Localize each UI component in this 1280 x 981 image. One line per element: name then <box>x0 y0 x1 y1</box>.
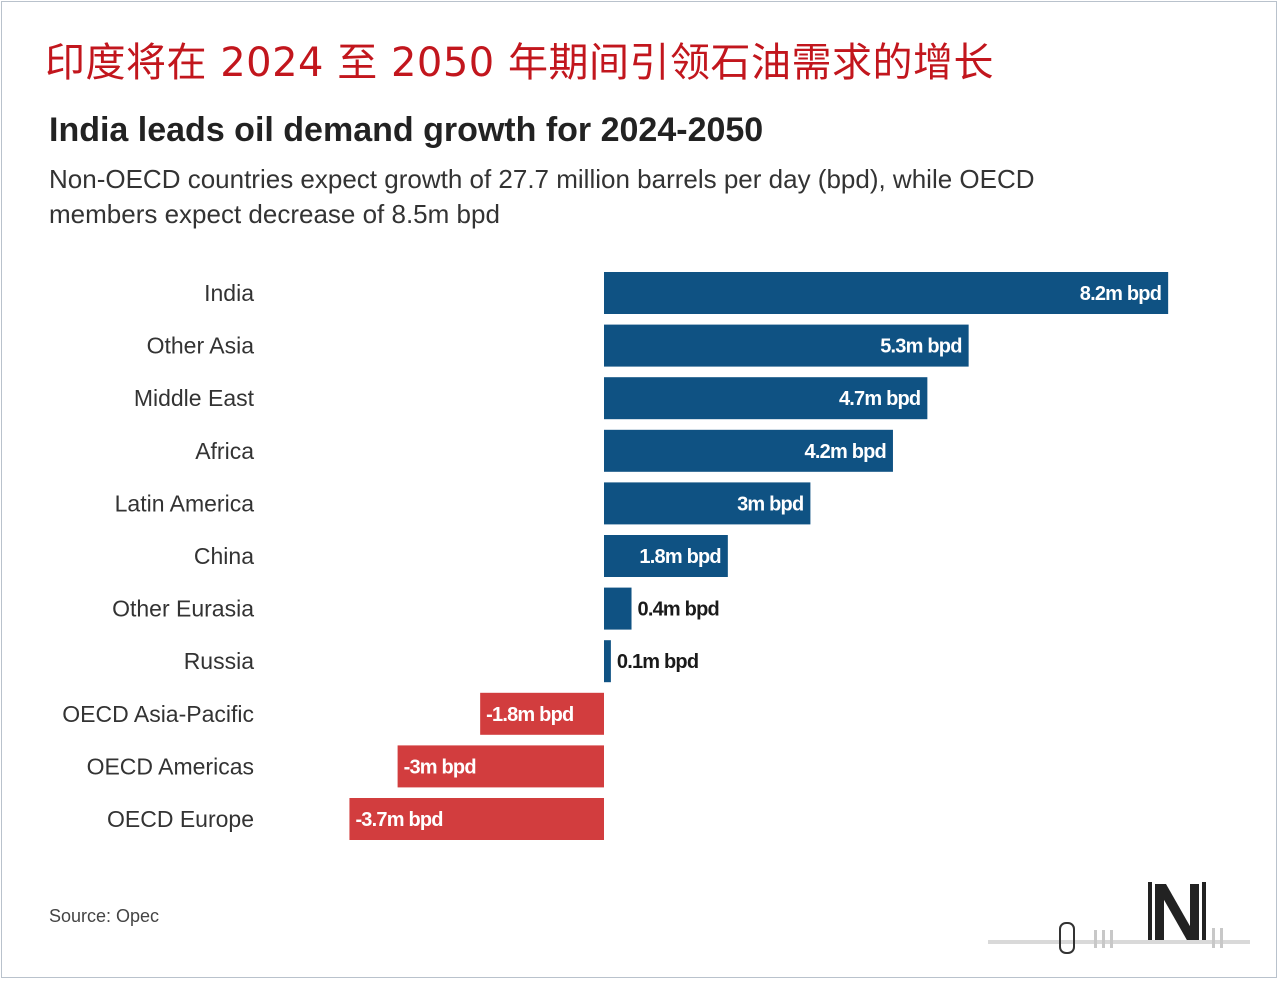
data-label: 5.3m bpd <box>880 336 961 358</box>
bar-india <box>604 272 1169 314</box>
bar-oecd-europe <box>349 798 604 840</box>
bar-oecd-americas <box>397 745 604 788</box>
bar-china <box>604 535 728 577</box>
category-label: Latin America <box>115 490 255 516</box>
bar-latin-america <box>604 482 811 525</box>
category-label: China <box>194 543 254 569</box>
chinese-headline: 印度将在 2024 至 2050 年期间引领石油需求的增长 <box>45 40 994 86</box>
data-label: 8.2m bpd <box>1080 283 1161 305</box>
subtitle-line-2: members expect decrease of 8.5m bpd <box>49 199 500 229</box>
category-label: Middle East <box>134 385 255 411</box>
category-label: Other Asia <box>147 333 255 359</box>
source-note: Source: Opec <box>49 906 160 926</box>
publisher-logo-watermark <box>988 882 1250 954</box>
category-label: Other Eurasia <box>112 596 254 622</box>
data-label: 0.4m bpd <box>638 599 719 621</box>
data-label: 3m bpd <box>737 493 803 515</box>
data-label: 1.8m bpd <box>639 546 720 568</box>
category-label: OECD Asia-Pacific <box>62 701 254 727</box>
data-label: 0.1m bpd <box>617 651 698 673</box>
category-label: OECD Americas <box>87 753 254 779</box>
data-label: -1.8m bpd <box>486 704 573 726</box>
bar-other-eurasia <box>604 587 632 630</box>
bar-other-asia <box>604 324 969 367</box>
subtitle-line-1: Non-OECD countries expect growth of 27.7… <box>49 164 1035 194</box>
bar-africa <box>604 429 893 472</box>
category-label: OECD Europe <box>107 806 254 832</box>
bar-middle-east <box>604 377 928 420</box>
chart-subtitle: Non-OECD countries expect growth of 27.7… <box>49 162 1169 232</box>
data-label: 4.7m bpd <box>839 388 920 410</box>
data-label: 4.2m bpd <box>805 441 886 463</box>
data-label: -3.7m bpd <box>355 809 442 831</box>
category-label: India <box>204 280 254 306</box>
chart-title: India leads oil demand growth for 2024-2… <box>49 111 764 149</box>
category-label: Russia <box>184 648 255 674</box>
category-label: Africa <box>195 438 254 464</box>
bar-oecd-asia-pacific <box>480 692 604 735</box>
data-label: -3m bpd <box>404 756 476 778</box>
bar-russia <box>604 640 611 683</box>
